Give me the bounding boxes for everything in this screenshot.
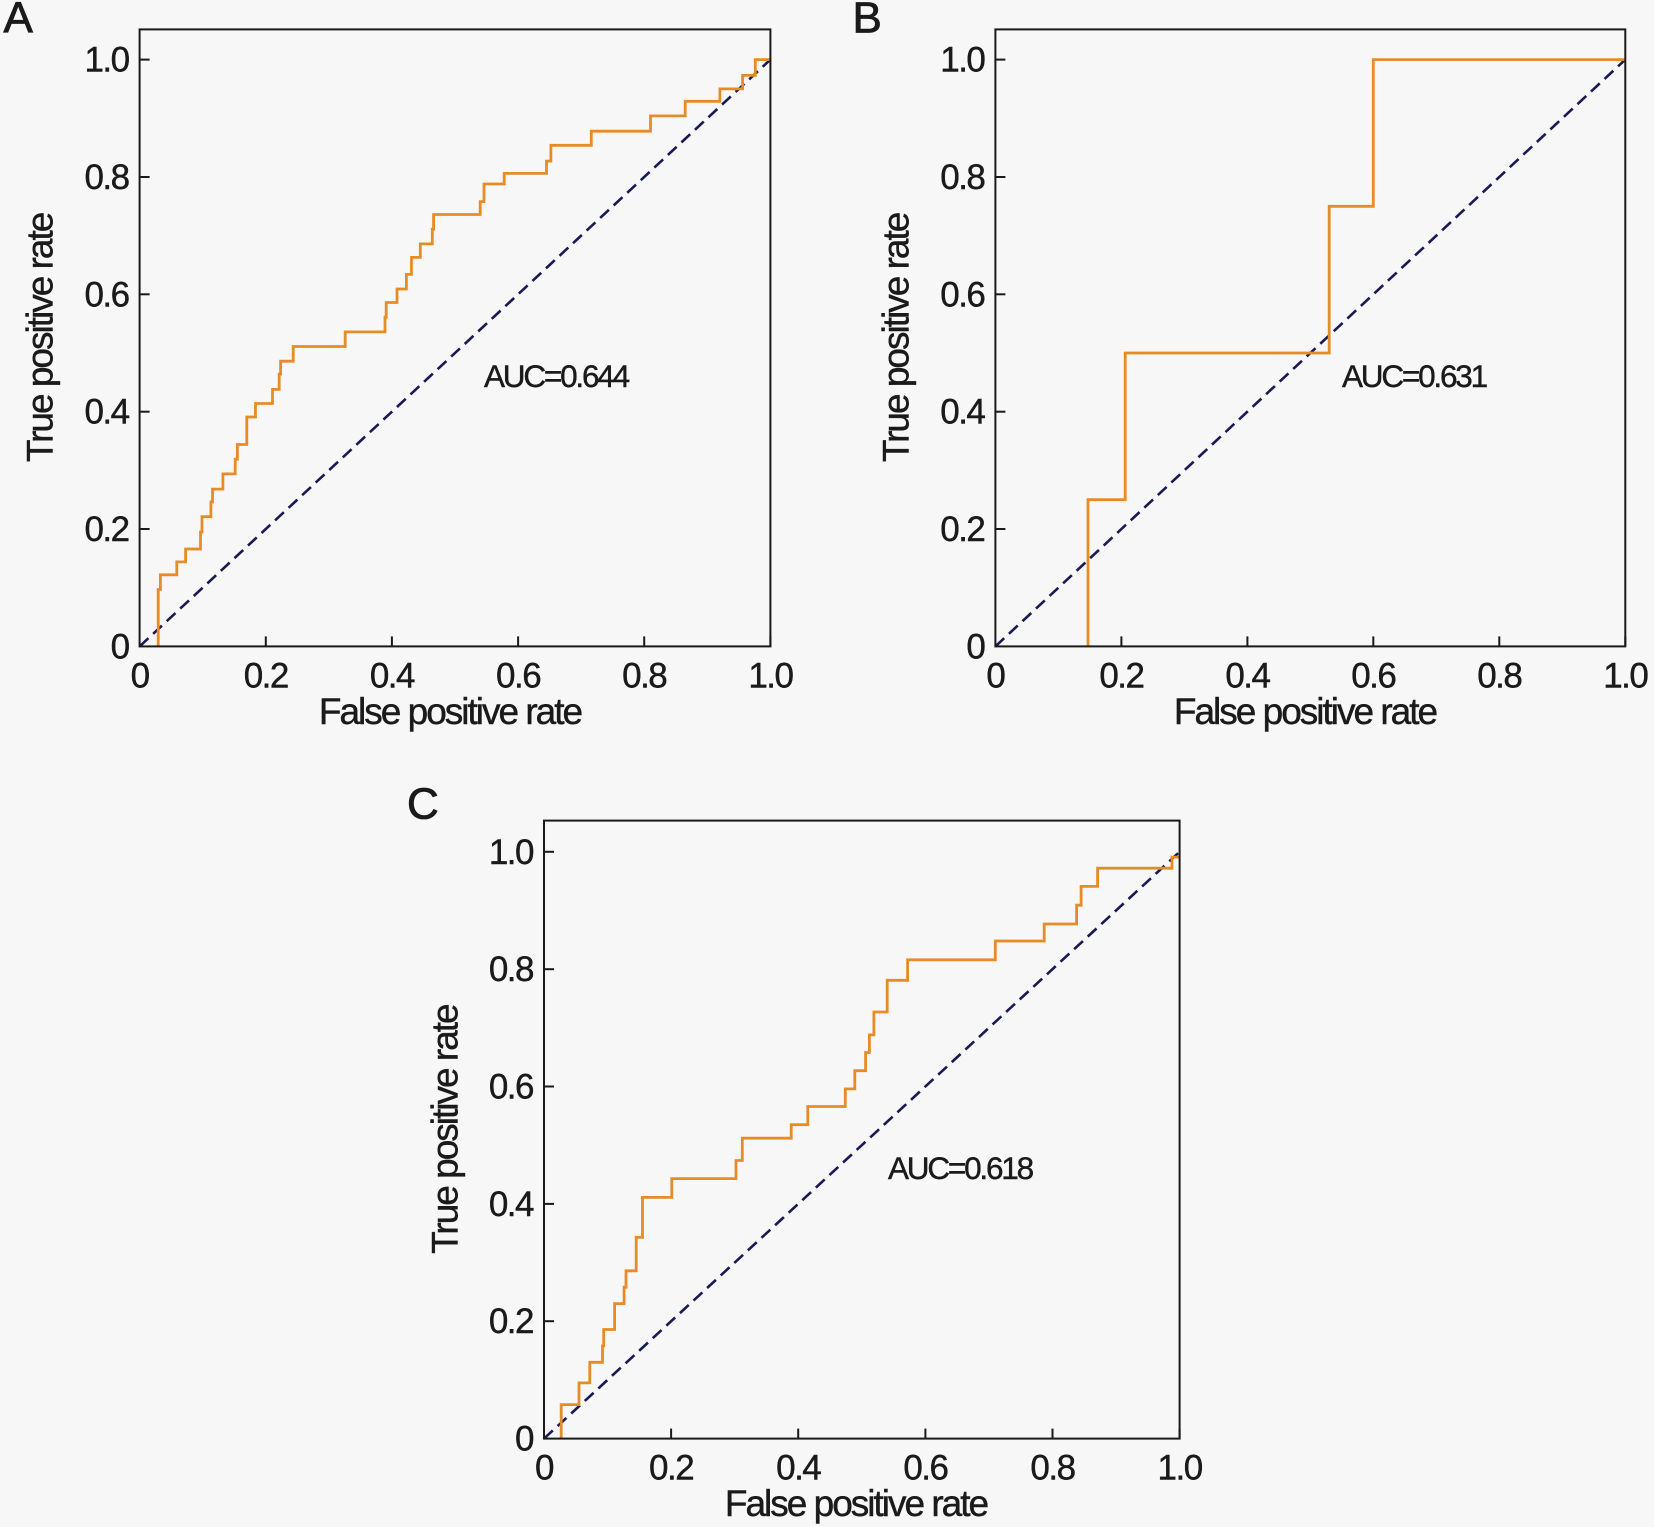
- svg-text:False positive rate: False positive rate: [1174, 691, 1437, 732]
- svg-text:0.6: 0.6: [496, 656, 540, 695]
- svg-text:0.2: 0.2: [489, 1302, 533, 1341]
- svg-text:0.6: 0.6: [84, 275, 128, 314]
- svg-text:0.6: 0.6: [489, 1068, 533, 1107]
- svg-text:A: A: [4, 0, 34, 42]
- svg-text:1.0: 1.0: [84, 41, 129, 80]
- svg-text:0.4: 0.4: [1225, 656, 1270, 695]
- svg-text:1.0: 1.0: [748, 656, 793, 695]
- svg-text:0.4: 0.4: [489, 1185, 534, 1224]
- svg-text:0.2: 0.2: [244, 656, 288, 695]
- svg-text:True positive rate: True positive rate: [20, 213, 61, 462]
- svg-text:AUC=0.618: AUC=0.618: [888, 1150, 1034, 1186]
- svg-text:True positive rate: True positive rate: [425, 1005, 466, 1254]
- svg-text:1.0: 1.0: [1158, 1449, 1203, 1488]
- svg-text:0.4: 0.4: [940, 393, 985, 432]
- svg-text:0.8: 0.8: [622, 656, 666, 695]
- svg-text:1.0: 1.0: [489, 833, 534, 872]
- svg-text:AUC=0.644: AUC=0.644: [484, 358, 630, 394]
- svg-text:0.2: 0.2: [84, 510, 128, 549]
- svg-text:0: 0: [986, 656, 1005, 695]
- svg-text:0.4: 0.4: [84, 393, 129, 432]
- svg-text:0: 0: [535, 1449, 554, 1488]
- svg-text:0: 0: [966, 627, 985, 666]
- svg-text:1.0: 1.0: [1603, 656, 1648, 695]
- svg-text:0.2: 0.2: [1099, 656, 1143, 695]
- svg-text:0.4: 0.4: [776, 1449, 821, 1488]
- svg-text:C: C: [407, 779, 439, 828]
- svg-text:0.6: 0.6: [903, 1449, 947, 1488]
- svg-text:False positive rate: False positive rate: [725, 1483, 988, 1524]
- svg-text:0.8: 0.8: [1030, 1449, 1074, 1488]
- svg-text:0.6: 0.6: [940, 275, 984, 314]
- svg-text:0: 0: [515, 1420, 534, 1459]
- svg-text:0.8: 0.8: [489, 950, 533, 989]
- svg-text:0.8: 0.8: [84, 158, 128, 197]
- svg-text:AUC=0.631: AUC=0.631: [1342, 358, 1487, 394]
- svg-text:1.0: 1.0: [940, 41, 985, 80]
- svg-text:0: 0: [131, 656, 150, 695]
- svg-text:0.2: 0.2: [649, 1449, 693, 1488]
- svg-text:0.4: 0.4: [370, 656, 415, 695]
- svg-text:0.6: 0.6: [1351, 656, 1395, 695]
- svg-text:False positive rate: False positive rate: [319, 691, 582, 732]
- svg-text:0: 0: [111, 627, 130, 666]
- svg-text:B: B: [853, 0, 882, 42]
- svg-text:True positive rate: True positive rate: [876, 213, 917, 462]
- svg-text:0.8: 0.8: [1477, 656, 1521, 695]
- svg-text:0.8: 0.8: [940, 158, 984, 197]
- svg-text:0.2: 0.2: [940, 510, 984, 549]
